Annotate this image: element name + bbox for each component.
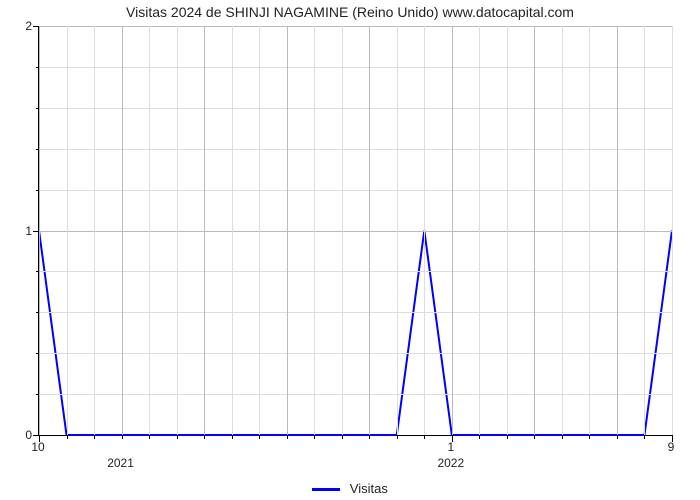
y-tick-label: 2 — [4, 19, 32, 33]
x-tick-label: 10 — [31, 440, 44, 454]
x-group-label: 2022 — [437, 456, 464, 470]
x-tick-label: 1 — [447, 440, 454, 454]
plot-area — [38, 26, 672, 436]
x-tick-label: 9 — [668, 440, 675, 454]
legend-label: Visitas — [350, 481, 388, 496]
x-group-label: 2021 — [107, 456, 134, 470]
chart-container: Visitas 2024 de SHINJI NAGAMINE (Reino U… — [0, 0, 700, 500]
legend: Visitas — [0, 481, 700, 496]
y-tick-label: 0 — [4, 428, 32, 442]
y-tick-label: 1 — [4, 224, 32, 238]
chart-title: Visitas 2024 de SHINJI NAGAMINE (Reino U… — [0, 4, 700, 20]
legend-swatch — [312, 488, 340, 491]
